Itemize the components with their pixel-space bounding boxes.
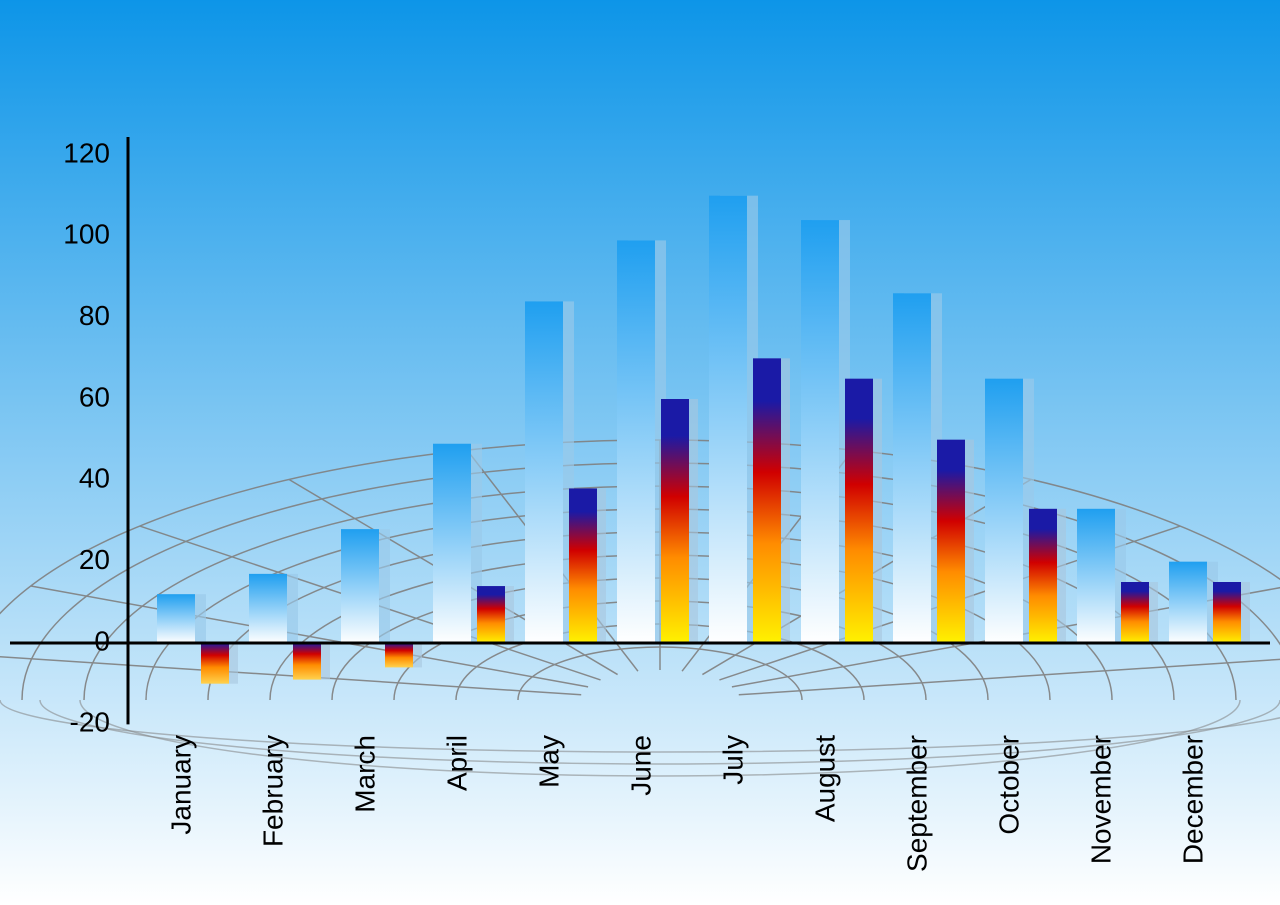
x-tick-label: January bbox=[165, 735, 196, 835]
x-tick-label: October bbox=[993, 735, 1024, 835]
bar-primary bbox=[893, 293, 931, 643]
y-tick-label: 80 bbox=[79, 300, 110, 331]
x-tick-label: March bbox=[349, 735, 380, 813]
y-tick-label: 100 bbox=[63, 219, 110, 250]
bar-secondary bbox=[477, 586, 505, 643]
x-tick-label: August bbox=[809, 735, 840, 822]
x-tick-label: May bbox=[533, 735, 564, 788]
x-tick-label: November bbox=[1085, 735, 1116, 864]
bar-secondary bbox=[753, 358, 781, 643]
y-tick-label: 120 bbox=[63, 137, 110, 168]
bar-primary bbox=[617, 240, 655, 643]
y-tick-label: 20 bbox=[79, 544, 110, 575]
bar-secondary bbox=[1213, 582, 1241, 643]
bar-secondary bbox=[385, 643, 413, 667]
bar-secondary bbox=[201, 643, 229, 684]
bar-secondary bbox=[845, 379, 873, 643]
bar-primary bbox=[801, 220, 839, 643]
y-tick-label: 0 bbox=[94, 625, 110, 656]
bar-primary bbox=[433, 444, 471, 643]
bar-secondary bbox=[937, 440, 965, 643]
y-tick-label: 60 bbox=[79, 381, 110, 412]
x-tick-label: February bbox=[257, 735, 288, 847]
y-tick-label: 40 bbox=[79, 463, 110, 494]
x-tick-label: April bbox=[441, 735, 472, 791]
x-tick-label: June bbox=[625, 735, 656, 796]
bar-secondary bbox=[293, 643, 321, 680]
bar-primary bbox=[985, 379, 1023, 643]
bar-primary bbox=[157, 594, 195, 643]
bar-secondary bbox=[569, 488, 597, 643]
bar-primary bbox=[1077, 509, 1115, 643]
chart-container: -20 0 20 40 60 80 100 120 January February March Ap… bbox=[0, 0, 1280, 905]
bar-secondary bbox=[661, 399, 689, 643]
bar-primary bbox=[341, 529, 379, 643]
bar-primary bbox=[525, 301, 563, 643]
bar-secondary bbox=[1121, 582, 1149, 643]
y-tick-label: -20 bbox=[70, 707, 110, 738]
x-tick-label: December bbox=[1177, 735, 1208, 864]
bar-primary bbox=[249, 574, 287, 643]
bar-secondary bbox=[1029, 509, 1057, 643]
bar-primary bbox=[709, 196, 747, 643]
bar-primary bbox=[1169, 562, 1207, 643]
x-tick-label: July bbox=[717, 735, 748, 785]
chart-svg: -20 0 20 40 60 80 100 120 January February March Ap… bbox=[0, 0, 1280, 905]
x-tick-label: September bbox=[901, 735, 932, 872]
